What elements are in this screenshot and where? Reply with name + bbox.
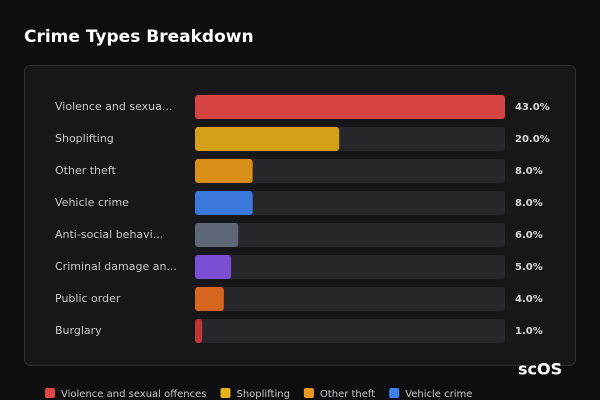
value-label: 6.0% (515, 230, 543, 241)
category-label: Burglary (55, 324, 102, 337)
value-label: 8.0% (515, 166, 543, 177)
legend-swatch (220, 388, 231, 398)
value-label: 20.0% (515, 134, 550, 145)
bar-track (195, 223, 505, 247)
value-label: 43.0% (515, 102, 550, 113)
bar (195, 255, 232, 279)
category-label: Public order (55, 292, 121, 305)
legend-label: Other theft (320, 389, 375, 400)
legend-label: Shoplifting (237, 389, 290, 400)
bar (195, 319, 203, 343)
legend-swatch (389, 388, 400, 398)
bar-track (195, 191, 505, 215)
legend-swatch (303, 388, 314, 398)
bar (195, 159, 253, 183)
bar-track (195, 319, 505, 343)
bar (195, 287, 224, 311)
legend-swatch (45, 388, 55, 398)
value-label: 4.0% (515, 294, 543, 305)
category-label: Anti-social behavi... (55, 228, 163, 241)
category-label: Shoplifting (55, 132, 114, 145)
value-label: 8.0% (515, 198, 543, 209)
value-label: 5.0% (515, 262, 543, 273)
legend-label: Vehicle crime (405, 389, 472, 400)
bar (195, 191, 253, 215)
chart-title: Crime Types Breakdown (24, 27, 254, 47)
bar (195, 95, 505, 119)
bar-track (195, 159, 505, 183)
value-label: 1.0% (515, 326, 543, 337)
bar-track (195, 287, 505, 311)
category-label: Criminal damage an... (55, 260, 177, 273)
bar (195, 223, 239, 247)
bar-track (195, 255, 505, 279)
legend-label: Violence and sexual offences (61, 389, 207, 400)
category-label: Violence and sexua... (55, 100, 172, 113)
category-label: Other theft (55, 164, 116, 177)
category-label: Vehicle crime (55, 196, 129, 209)
watermark: scOS (518, 360, 562, 379)
bar (195, 127, 340, 151)
